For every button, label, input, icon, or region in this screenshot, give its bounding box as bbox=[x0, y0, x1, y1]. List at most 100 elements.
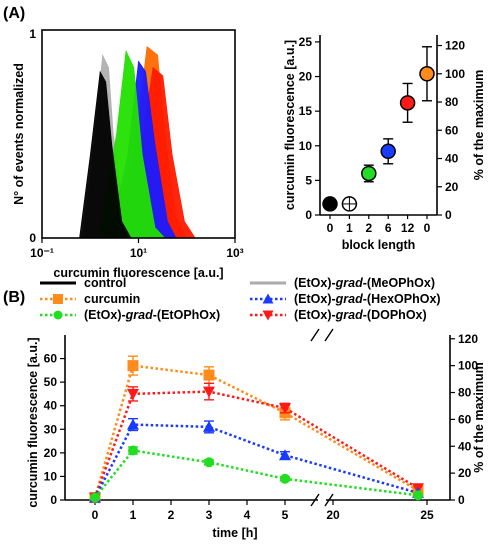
block-y2-tick-label: 80 bbox=[445, 95, 459, 109]
block-x-axis-label: block length bbox=[342, 238, 416, 252]
histogram-x-tick-label: 10⁻¹ bbox=[30, 246, 54, 260]
time-y2-axis-label: % of the maximum bbox=[472, 362, 486, 472]
time-y-axis-label: curcumin fluorescence [a.u.] bbox=[26, 337, 40, 507]
time-y2-tick-label: 0 bbox=[458, 493, 465, 507]
time-point bbox=[90, 492, 100, 503]
axis-break-mark bbox=[324, 328, 334, 342]
block-y2-tick-label: 60 bbox=[445, 123, 459, 137]
legend-label-part: -(EtOPhOx) bbox=[153, 308, 220, 322]
legend-label-part: grad bbox=[125, 308, 153, 322]
block-y-tick-label: 25 bbox=[299, 35, 313, 49]
histogram-chart: 10⁻¹ 10¹ 10³ 1 0 curcumin fluorescence [a.u.]… bbox=[12, 27, 244, 280]
block-y2-tick-label: 0 bbox=[445, 208, 452, 222]
block-y2-axis-label: % of the maximum bbox=[472, 70, 486, 180]
block-y2-tick-label: 120 bbox=[445, 39, 465, 53]
time-y2-tick-label: 100 bbox=[458, 359, 478, 373]
block-point bbox=[322, 196, 338, 212]
legend-label: (EtOx)-grad-(HexOPhOx) bbox=[294, 292, 441, 306]
time-x-tick-label: 5 bbox=[282, 508, 289, 522]
block-x-tick-label: 0 bbox=[424, 221, 431, 235]
time-point bbox=[127, 418, 139, 430]
block-x-tick-label: 1 bbox=[346, 221, 353, 235]
block-y2-tick-label: 20 bbox=[445, 180, 459, 194]
time-y2-tick-label: 40 bbox=[458, 439, 472, 453]
time-y2-tick-label: 20 bbox=[458, 466, 472, 480]
time-point bbox=[204, 457, 214, 468]
block-y-tick-label: 15 bbox=[299, 104, 313, 118]
histogram-y-axis-label: N° of events normalized bbox=[12, 63, 26, 205]
legend-label-part: grad bbox=[335, 292, 363, 306]
time-y2-tick-label: 120 bbox=[458, 332, 478, 346]
block-y-tick-label: 20 bbox=[299, 70, 313, 84]
time-point bbox=[279, 403, 291, 415]
legend-swatch-marker bbox=[53, 294, 63, 304]
time-x-axis-label: time [h] bbox=[212, 526, 257, 540]
time-series-line bbox=[93, 390, 419, 499]
legend-label: (EtOx)-grad-(MeOPhOx) bbox=[294, 276, 435, 290]
legend-swatch-marker bbox=[262, 293, 274, 304]
time-y2-tick-label: 80 bbox=[458, 386, 472, 400]
time-series-3 bbox=[90, 445, 423, 503]
time-y2-tick-label: 60 bbox=[458, 412, 472, 426]
legend-label-part: (EtOx)- bbox=[294, 276, 336, 290]
histogram-x-tick-label: 10¹ bbox=[130, 246, 147, 260]
legend-swatch-marker bbox=[262, 310, 274, 321]
time-x-tick-label: 25 bbox=[420, 508, 434, 522]
legend-label-part: -(DOPhOx) bbox=[363, 308, 427, 322]
block-y2-tick-label: 40 bbox=[445, 152, 459, 166]
legend-swatch-marker bbox=[53, 310, 63, 320]
block-x-tick-label: 12 bbox=[401, 221, 415, 235]
histogram-x-tick-label: 10³ bbox=[226, 246, 243, 260]
time-x-tick-label: 2 bbox=[168, 508, 175, 522]
legend-label: (EtOx)-grad-(EtOPhOx) bbox=[84, 308, 220, 322]
time-point bbox=[127, 388, 139, 400]
legend-label-part: -(HexOPhOx) bbox=[363, 292, 441, 306]
time-y-tick-label: 60 bbox=[44, 352, 58, 366]
legend-label: curcumin bbox=[84, 292, 140, 306]
time-y-tick-label: 30 bbox=[44, 422, 58, 436]
time-x-tick-label: 3 bbox=[206, 508, 213, 522]
time-point bbox=[128, 445, 138, 456]
time-y-tick-label: 10 bbox=[44, 469, 58, 483]
block-y-tick-label: 5 bbox=[305, 173, 312, 187]
axis-break-mark bbox=[324, 493, 334, 507]
legend-label-part: -(MeOPhOx) bbox=[363, 276, 435, 290]
time-y-tick-label: 20 bbox=[44, 446, 58, 460]
time-point bbox=[203, 369, 215, 381]
legend-label-part: grad bbox=[335, 276, 363, 290]
block-point bbox=[380, 143, 396, 160]
block-point bbox=[399, 95, 416, 111]
block-point bbox=[419, 66, 435, 82]
block-x-tick-label: 0 bbox=[327, 221, 334, 235]
time-course-chart: 0 10 20 30 40 50 60 0 20 40 60 80 100 120 0 1 2 3 4 5 20 25 ti… bbox=[26, 328, 486, 540]
time-point bbox=[413, 490, 423, 501]
legend-label-part: control bbox=[84, 276, 126, 290]
legend-label-part: curcumin bbox=[84, 292, 140, 306]
time-point bbox=[203, 420, 215, 432]
block-y2-tick-label: 100 bbox=[445, 67, 465, 81]
time-series-line bbox=[93, 423, 419, 499]
time-course-legend: controlcurcumin(EtOx)-grad-(EtOPhOx)(EtO… bbox=[40, 276, 441, 322]
time-point bbox=[280, 473, 290, 484]
histogram-y-tick-label: 0 bbox=[29, 231, 36, 245]
time-x-tick-label: 20 bbox=[326, 508, 340, 522]
time-series-1 bbox=[89, 382, 424, 504]
time-y-tick-label: 50 bbox=[44, 375, 58, 389]
histogram-y-tick-label: 1 bbox=[29, 27, 36, 41]
time-y-tick-label: 0 bbox=[50, 493, 57, 507]
legend-label-part: (EtOx)- bbox=[84, 308, 126, 322]
block-point bbox=[361, 165, 377, 182]
time-x-tick-label: 1 bbox=[130, 508, 137, 522]
legend-label-part: (EtOx)- bbox=[294, 308, 336, 322]
time-y-tick-label: 40 bbox=[44, 399, 58, 413]
block-y-tick-label: 0 bbox=[305, 208, 312, 222]
axis-break-mark bbox=[310, 328, 320, 342]
legend-label-part: grad bbox=[335, 308, 363, 322]
histogram-x-axis-label: curcumin fluorescence [a.u.] bbox=[53, 266, 223, 280]
block-x-tick-label: 2 bbox=[365, 221, 372, 235]
legend-label: (EtOx)-grad-(DOPhOx) bbox=[294, 308, 427, 322]
time-point bbox=[127, 360, 139, 372]
time-point bbox=[279, 449, 291, 461]
